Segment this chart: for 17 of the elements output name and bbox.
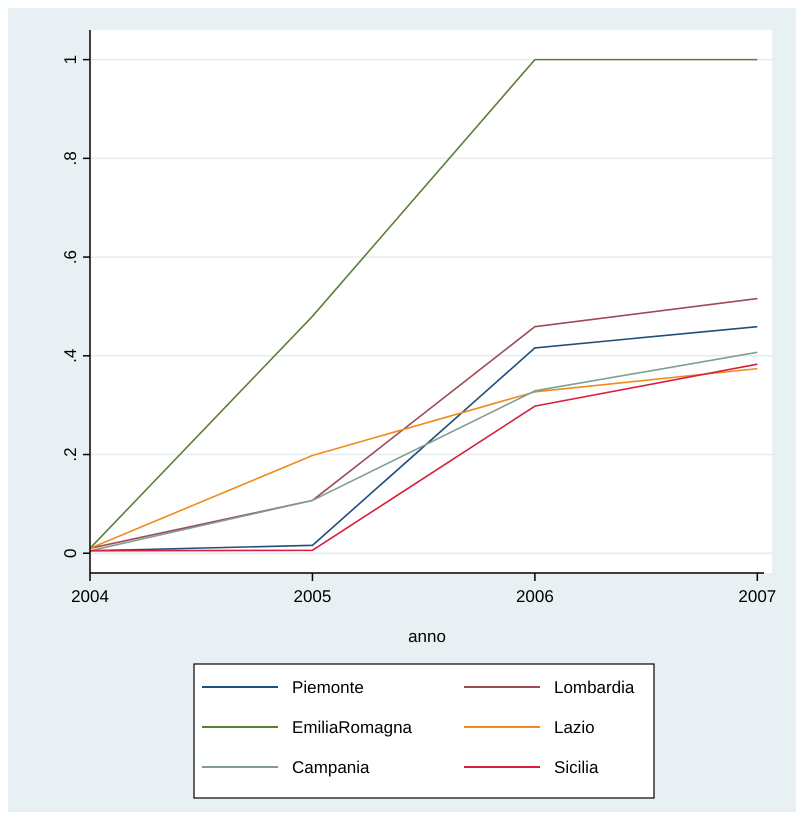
legend-label: Campania [292,758,370,777]
legend-label: Lombardia [554,678,635,697]
legend-label: Lazio [554,718,595,737]
x-tick-label: 2006 [516,587,554,606]
y-tick-label: .8 [61,151,80,166]
legend-label: Sicilia [554,758,599,777]
x-tick-label: 2005 [294,587,332,606]
y-tick-label: 0 [61,548,80,558]
legend-label: EmiliaRomagna [292,718,413,737]
x-axis-title: anno [408,627,446,646]
x-tick-label: 2007 [738,587,776,606]
x-tick-label: 2004 [71,587,109,606]
legend-label: Piemonte [292,678,364,697]
y-tick-label: .2 [61,447,80,462]
y-tick-label: 1 [61,54,80,64]
y-tick-label: .6 [61,250,80,264]
y-tick-label: .4 [61,348,80,363]
